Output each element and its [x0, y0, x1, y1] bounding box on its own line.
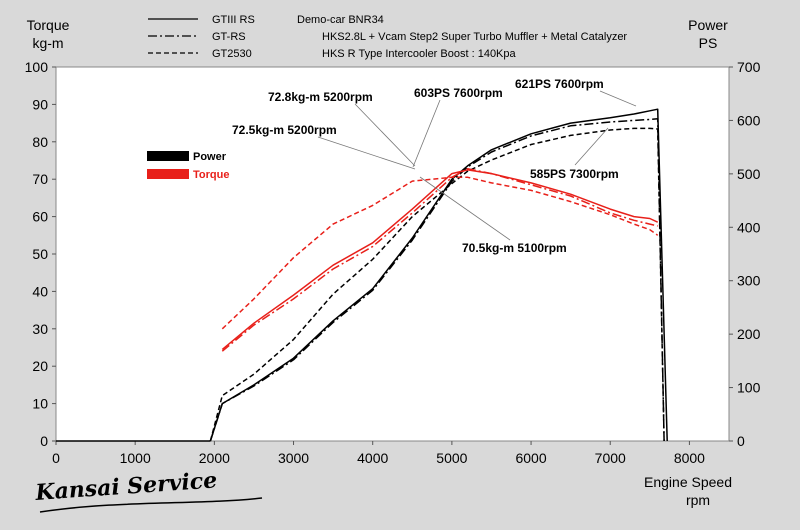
leader-72-8 — [354, 103, 416, 167]
x-axis-title-line2: rpm — [686, 492, 710, 508]
left-tick-label: 10 — [32, 396, 48, 412]
left-tick-label: 90 — [32, 96, 48, 112]
legend-label-torque: Torque — [193, 169, 229, 181]
right-tick-label: 200 — [737, 326, 761, 342]
annotation-72-8: 72.8kg-m 5200rpm — [268, 90, 373, 104]
legend-label-power: Power — [193, 151, 227, 163]
left-tick-label: 70 — [32, 171, 48, 187]
description-line-3: HKS R Type Intercooler Boost : 140Kpa — [322, 48, 517, 60]
left-axis-title-line1: Torque — [27, 17, 70, 33]
left-tick-label: 80 — [32, 134, 48, 150]
leader-70-5 — [419, 176, 511, 241]
x-tick-label: 6000 — [515, 450, 546, 466]
left-tick-label: 40 — [32, 283, 48, 299]
annotation-72-5: 72.5kg-m 5200rpm — [232, 123, 337, 137]
leader-585 — [574, 127, 609, 166]
right-axis-title-line2: PS — [699, 35, 718, 51]
description-line-2: HKS2.8L + Vcam Step2 Super Turbo Muffler… — [322, 31, 627, 43]
right-tick-label: 600 — [737, 112, 761, 128]
series-power-gtrs — [209, 118, 665, 442]
left-tick-label: 30 — [32, 321, 48, 337]
series-torque-gtiiirs — [221, 169, 659, 350]
logo-text: Kansai Service — [34, 467, 218, 506]
x-axis-title-line1: Engine Speed — [644, 474, 732, 490]
right-tick-label: 100 — [737, 380, 761, 396]
header-legend: GTIII RS GT-RS GT2530 — [148, 14, 255, 60]
x-tick-label: 4000 — [357, 450, 388, 466]
annotation-603: 603PS 7600rpm — [414, 86, 503, 100]
annotation-70-5: 70.5kg-m 5100rpm — [462, 241, 567, 255]
annotations: 72.8kg-m 5200rpm 72.5kg-m 5200rpm 603PS … — [232, 77, 619, 255]
legend-label-gtiiirs: GTIII RS — [212, 14, 255, 26]
leader-621 — [599, 90, 637, 107]
right-tick-label: 400 — [737, 219, 761, 235]
x-tick-label: 7000 — [595, 450, 626, 466]
x-tick-label: 3000 — [278, 450, 309, 466]
legend-label-gt2530: GT2530 — [212, 48, 252, 60]
x-tick-label: 5000 — [436, 450, 467, 466]
x-tick-label: 2000 — [199, 450, 230, 466]
plot-area — [55, 66, 730, 442]
annotation-leaders — [317, 90, 637, 241]
left-tick-label: 0 — [40, 433, 48, 449]
right-tick-label: 700 — [737, 59, 761, 75]
legend-swatch-torque — [147, 169, 189, 179]
series-power-gtiiirs — [209, 108, 668, 442]
series-power-gt2530 — [209, 127, 665, 442]
right-tick-label: 0 — [737, 433, 745, 449]
left-tick-label: 100 — [25, 59, 49, 75]
right-axis-title-line1: Power — [688, 17, 728, 33]
description: Demo-car BNR34 HKS2.8L + Vcam Step2 Supe… — [297, 14, 627, 60]
leader-603 — [412, 99, 441, 168]
legend-label-gtrs: GT-RS — [212, 31, 246, 43]
x-tick-label: 1000 — [120, 450, 151, 466]
color-legend: Power Torque — [147, 151, 229, 181]
x-tick-label: 8000 — [674, 450, 705, 466]
leader-72-5 — [317, 136, 416, 170]
right-tick-label: 500 — [737, 166, 761, 182]
left-axis-title-line2: kg-m — [32, 35, 63, 51]
logo-swoosh — [39, 497, 263, 513]
left-tick-label: 20 — [32, 358, 48, 374]
legend-swatch-power — [147, 151, 189, 161]
right-tick-label: 300 — [737, 273, 761, 289]
annotation-585: 585PS 7300rpm — [530, 167, 619, 181]
axis-ticks: 0102030405060708090100010020030040050060… — [25, 59, 761, 466]
kansai-service-logo: Kansai Service — [34, 467, 263, 513]
series-torque-gtrs — [221, 167, 658, 352]
left-tick-label: 50 — [32, 246, 48, 262]
series-torque-gt2530 — [221, 176, 659, 330]
description-line-1: Demo-car BNR34 — [297, 14, 384, 26]
x-tick-label: 0 — [52, 450, 60, 466]
left-tick-label: 60 — [32, 209, 48, 225]
annotation-621: 621PS 7600rpm — [515, 77, 604, 91]
series-lines — [56, 108, 668, 442]
